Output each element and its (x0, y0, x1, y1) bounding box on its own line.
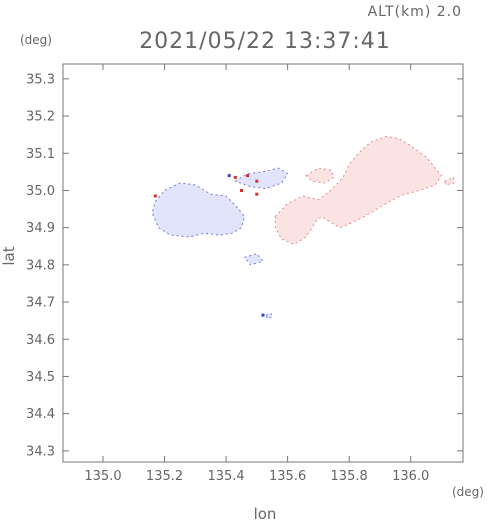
x-axis-unit: (deg) (452, 485, 484, 499)
y-tick-label: 35.0 (26, 184, 55, 199)
data-regions (151, 136, 455, 320)
plot-frame (62, 63, 464, 463)
x-axis-title: lon (254, 505, 277, 521)
data-spot-4 (255, 179, 259, 183)
negative-echo-region-2 (244, 253, 264, 266)
y-tick-label: 34.9 (26, 221, 55, 236)
chart-title: 2021/05/22 13:37:41 (139, 29, 391, 54)
x-tick-label: 135.6 (269, 469, 306, 484)
y-tick-label: 34.4 (26, 407, 55, 422)
data-spot-3 (240, 189, 243, 192)
y-tick-label: 34.3 (26, 444, 55, 459)
negative-echo-region-1 (234, 167, 289, 190)
y-axis-unit: (deg) (20, 33, 52, 47)
positive-echo-region-5 (305, 167, 335, 184)
positive-echo-region-6 (444, 176, 455, 186)
data-spot-1 (233, 175, 237, 179)
axis-ticks (63, 64, 463, 462)
negative-echo-region-0 (151, 182, 245, 238)
data-spot-7 (261, 313, 265, 317)
y-tick-label: 34.6 (26, 333, 55, 348)
x-tick-label: 135.2 (146, 469, 183, 484)
y-tick-label: 34.7 (26, 296, 55, 311)
data-spot-2 (246, 174, 250, 178)
y-axis-title: lat (0, 246, 18, 265)
y-tick-label: 35.2 (26, 110, 55, 125)
x-tick-label: 135.0 (84, 469, 121, 484)
negative-echo-region-3 (265, 312, 273, 320)
x-tick-label: 136.0 (392, 469, 429, 484)
y-tick-label: 35.1 (26, 147, 55, 162)
y-tick-label: 35.3 (26, 72, 55, 87)
y-tick-label: 34.5 (26, 370, 55, 385)
data-spots (153, 174, 265, 317)
data-spot-5 (255, 192, 259, 196)
axis-tick-labels: 135.0 135.2 135.4 135.6 135.8 136.0 34.3 34.4 34… (26, 72, 429, 484)
data-spot-0 (153, 194, 157, 198)
x-tick-label: 135.8 (331, 469, 368, 484)
altitude-label: ALT(km) 2.0 (368, 4, 462, 20)
positive-echo-region-4 (274, 136, 442, 245)
x-tick-label: 135.4 (207, 469, 244, 484)
data-spot-6 (227, 174, 231, 178)
y-tick-label: 34.8 (26, 258, 55, 273)
